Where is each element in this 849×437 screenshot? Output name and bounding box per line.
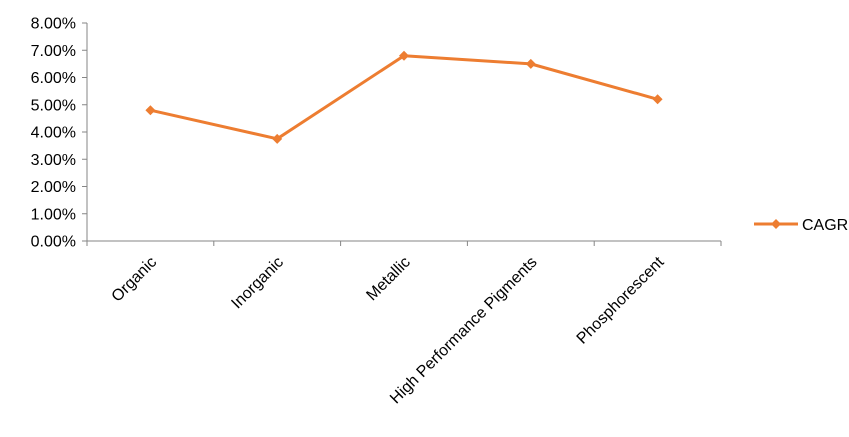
data-point bbox=[399, 50, 409, 61]
y-axis: 0.00% 1.00% 2.00% 3.00% 4.00% 5.00% 6.00% 7.00%… bbox=[31, 16, 88, 251]
y-tick-label: 5.00% bbox=[31, 97, 76, 114]
y-tick-label: 4.00% bbox=[31, 125, 76, 142]
data-point bbox=[652, 94, 663, 105]
x-category-label: Inorganic bbox=[228, 254, 287, 313]
y-tick-label: 1.00% bbox=[31, 206, 76, 223]
y-tick-label: 3.00% bbox=[31, 152, 76, 169]
y-tick-label: 8.00% bbox=[31, 16, 76, 33]
y-tick-label: 6.00% bbox=[31, 70, 76, 87]
data-point bbox=[272, 133, 283, 144]
x-category-label: High Performance Pigments bbox=[387, 254, 541, 408]
plot-area bbox=[145, 50, 663, 144]
series-line bbox=[148, 54, 660, 141]
x-category-label: Phosphorescent bbox=[574, 253, 668, 347]
legend-marker bbox=[771, 219, 781, 229]
y-tick-label: 0.00% bbox=[31, 234, 76, 251]
data-point bbox=[145, 105, 156, 116]
legend-label: CAGR bbox=[802, 217, 848, 234]
y-tick-label: 2.00% bbox=[31, 179, 76, 196]
x-category-label: Organic bbox=[109, 254, 161, 306]
data-point bbox=[525, 58, 536, 69]
x-category-label: Metallic bbox=[363, 254, 413, 304]
y-tick-label: 7.00% bbox=[31, 43, 76, 60]
legend: CAGR bbox=[754, 217, 848, 234]
